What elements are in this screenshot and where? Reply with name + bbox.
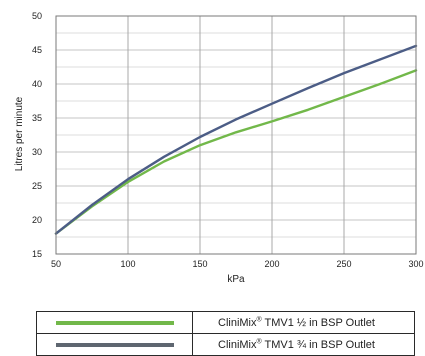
legend-swatch-three-quarter-inch <box>56 342 174 347</box>
y-tick-label: 50 <box>32 11 42 21</box>
y-tick-label: 25 <box>32 181 42 191</box>
y-tick-label: 20 <box>32 215 42 225</box>
x-tick-label: 100 <box>120 259 135 269</box>
y-tick-label: 35 <box>32 113 42 123</box>
x-tick-label: 300 <box>408 259 423 269</box>
legend-text: TMV1 ½ in BSP Outlet <box>261 316 375 329</box>
legend-label-three-quarter-inch: CliniMix® TMV1 ¾ in BSP Outlet <box>192 333 415 356</box>
legend-text: TMV1 ¾ in BSP Outlet <box>261 338 375 351</box>
flow-rate-chart: 50 100 150 200 250 300 15 20 25 30 35 40 45 50 kPa L… <box>14 11 424 285</box>
x-tick-label: 150 <box>192 259 207 269</box>
x-tick-label: 200 <box>264 259 279 269</box>
series-line-0 <box>54 69 418 235</box>
x-tick-label: 50 <box>51 259 61 269</box>
legend-swatch-half-inch <box>56 320 174 325</box>
x-axis-label: kPa <box>227 274 245 285</box>
legend: CliniMix® TMV1 ½ in BSP Outlet CliniMix®… <box>36 311 415 356</box>
legend-brand: CliniMix <box>218 316 257 329</box>
registered-mark: ® <box>256 315 262 323</box>
x-tick-labels: 50 100 150 200 250 300 <box>51 259 424 269</box>
plot-frame <box>55 15 417 255</box>
legend-row: CliniMix® TMV1 ½ in BSP Outlet <box>36 311 415 334</box>
y-tick-label: 15 <box>32 249 42 259</box>
y-tick-labels: 15 20 25 30 35 40 45 50 <box>32 11 42 259</box>
legend-brand: CliniMix <box>218 338 257 351</box>
y-tick-label: 30 <box>32 147 42 157</box>
legend-label-half-inch: CliniMix® TMV1 ½ in BSP Outlet <box>192 311 415 334</box>
x-tick-label: 250 <box>336 259 351 269</box>
registered-mark: ® <box>256 337 262 345</box>
y-tick-label: 40 <box>32 79 42 89</box>
chart-grid <box>55 15 417 255</box>
series-line-1 <box>54 44 418 235</box>
series-lines <box>54 44 418 235</box>
legend-row: CliniMix® TMV1 ¾ in BSP Outlet <box>36 333 415 356</box>
y-tick-label: 45 <box>32 45 42 55</box>
y-axis-label: Litres per minute <box>14 96 25 171</box>
